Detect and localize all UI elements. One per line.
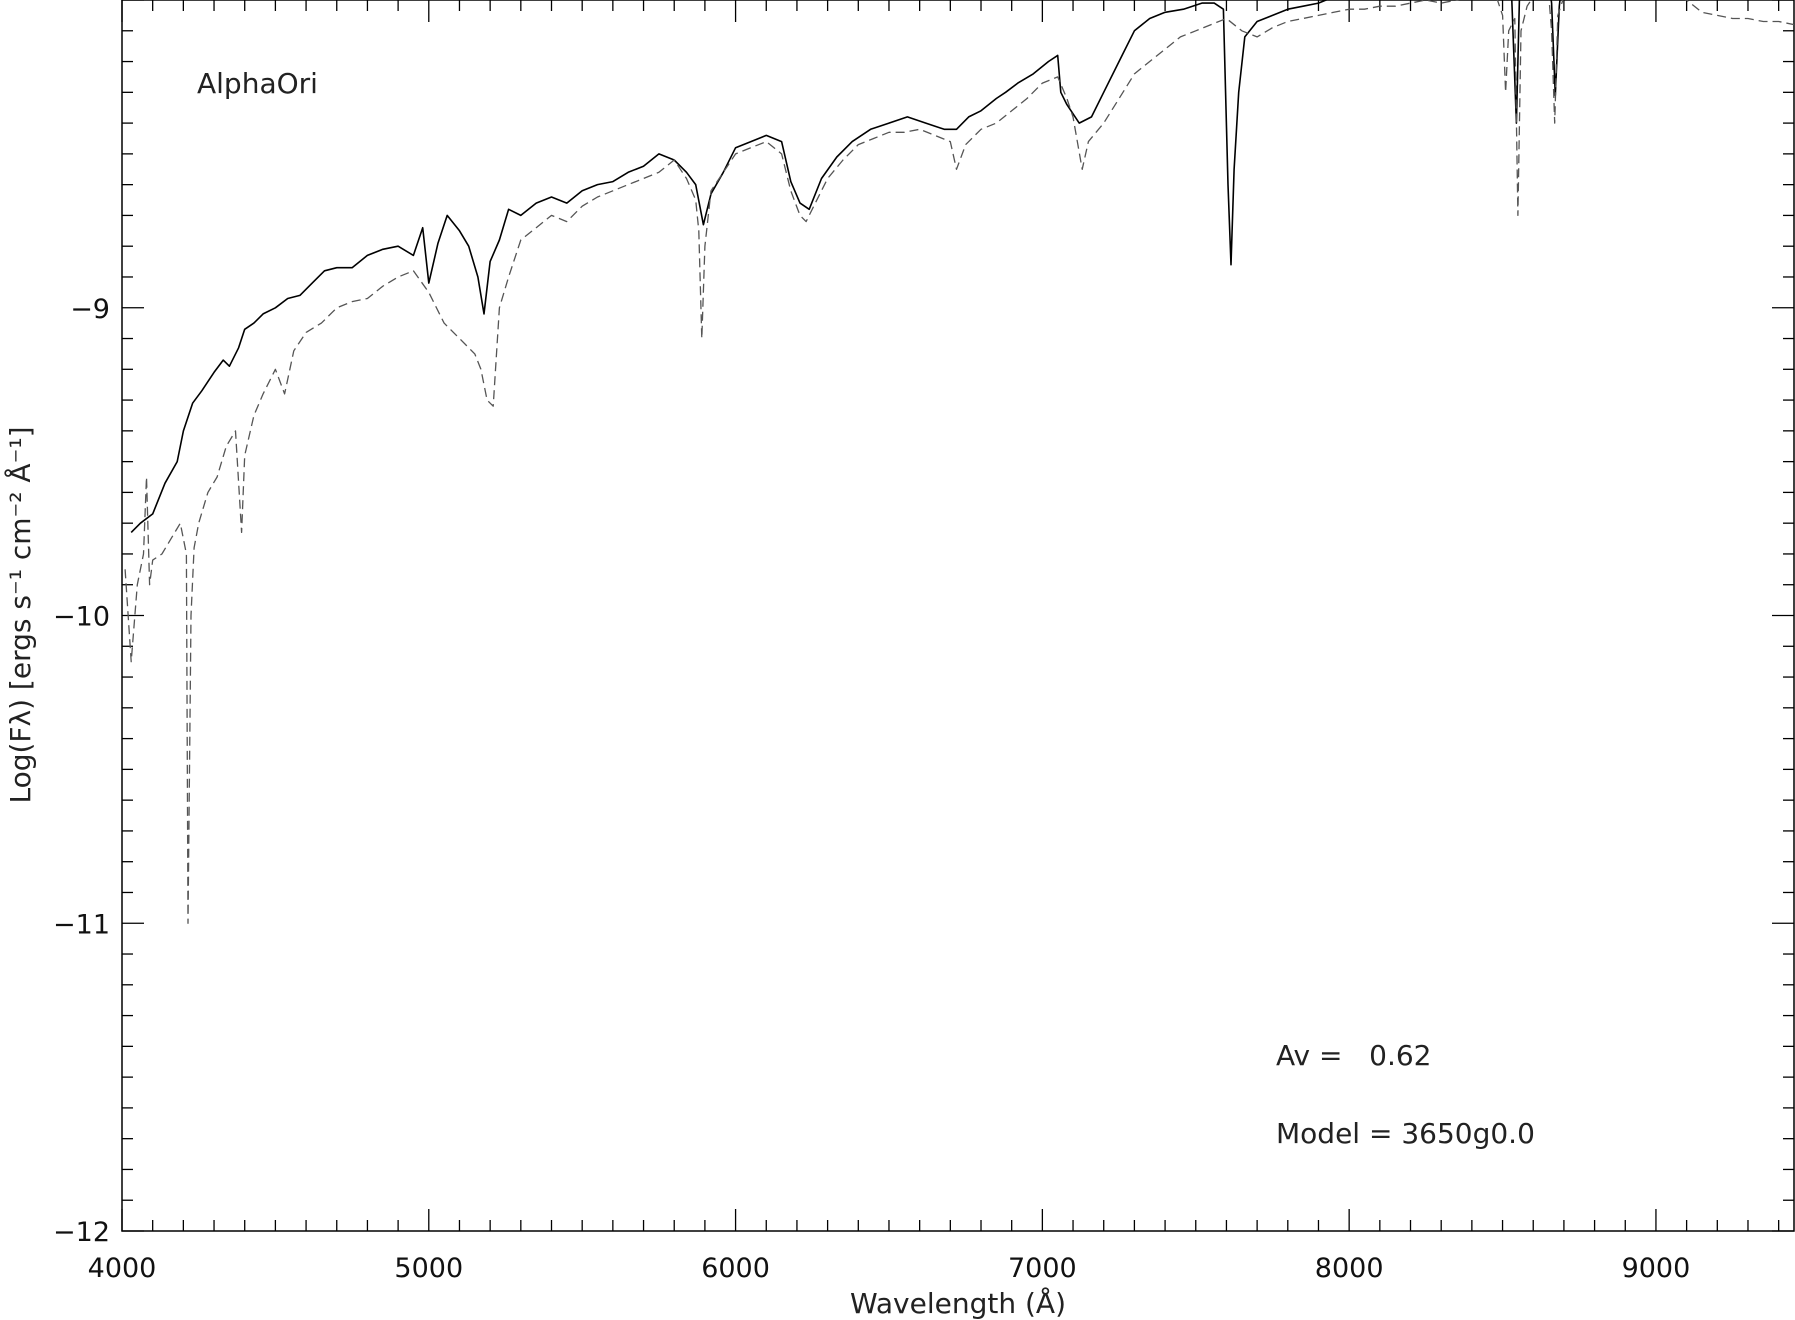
x-tick-label: 9000 xyxy=(1622,1253,1691,1284)
y-axis-title: Log(Fλ) [ergs s⁻¹ cm⁻² Å⁻¹] xyxy=(3,426,37,803)
y-tick-label: −10 xyxy=(53,602,110,633)
series-layer xyxy=(124,0,1795,924)
av-annotation: Av = 0.62 xyxy=(1276,1039,1432,1072)
x-tick-label: 7000 xyxy=(1008,1253,1077,1284)
observed-spectrum-line xyxy=(130,0,1561,533)
x-tick-label: 8000 xyxy=(1315,1253,1384,1284)
y-tick-label: −11 xyxy=(53,909,110,940)
axis-tick-labels: 4000 5000 6000 7000 8000 9000 −12 −11 −10 −9 xyxy=(53,294,1690,1284)
x-tick-label: 5000 xyxy=(394,1253,463,1284)
y-tick-label: −9 xyxy=(70,294,110,325)
x-axis-title: Wavelength (Å) xyxy=(850,1286,1066,1320)
x-tick-label: 6000 xyxy=(701,1253,770,1284)
y-tick-label: −12 xyxy=(53,1217,110,1248)
object-label: AlphaOri xyxy=(197,67,318,100)
axis-ticks xyxy=(121,0,1794,1232)
x-tick-label: 4000 xyxy=(88,1253,157,1284)
model-annotation: Model = 3650g0.0 xyxy=(1276,1117,1535,1150)
model-spectrum-line xyxy=(124,0,1795,924)
plot-frame xyxy=(121,0,1795,1232)
